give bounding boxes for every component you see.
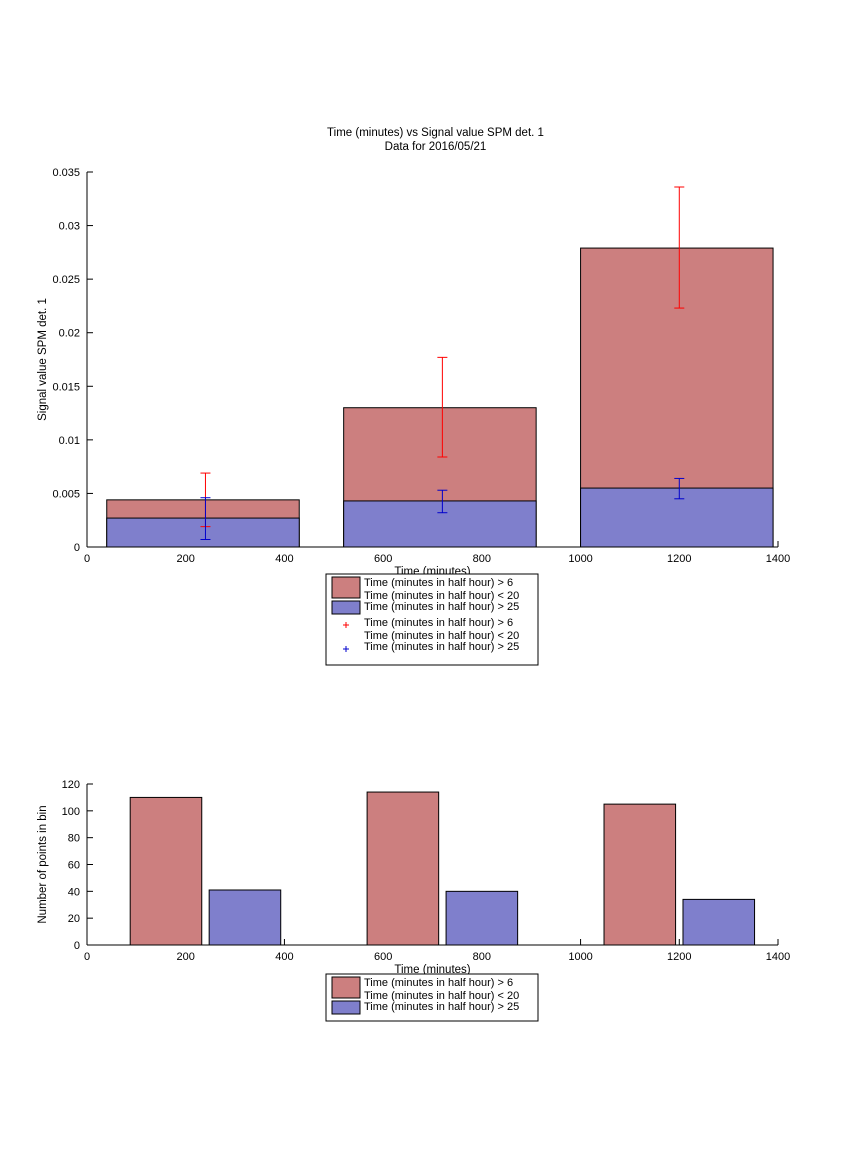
x-tick-label: 0 [84, 553, 90, 565]
errorbar-red [674, 186, 685, 309]
errorbar-blue [200, 497, 211, 540]
bar-blue [208, 889, 282, 946]
errorbar-red [437, 356, 448, 458]
x-tick-label: 600 [374, 553, 392, 565]
y-tick-label: 0 [74, 940, 80, 952]
chart-title: Time (minutes) vs Signal value SPM det. … [327, 127, 544, 139]
y-tick-label: 0.015 [52, 381, 80, 393]
legend-label: Time (minutes in half hour) > 6 [364, 577, 513, 589]
x-tick-label: 0 [84, 951, 90, 963]
y-tick-label: 0.03 [59, 221, 80, 233]
legend-label: Time (minutes in half hour) > 25 [364, 1001, 519, 1013]
bar-blue [343, 500, 537, 548]
y-tick-label: 0.01 [59, 435, 80, 447]
y-tick-label: 40 [68, 886, 80, 898]
y-tick-label: 0.005 [52, 488, 80, 500]
legend-swatch-red [331, 576, 361, 599]
bar-red [603, 803, 677, 946]
legend-label: Time (minutes in half hour) > 25 [364, 601, 519, 613]
x-tick-label: 1400 [766, 951, 790, 963]
x-tick-label: 200 [177, 951, 195, 963]
legend-label: Time (minutes in half hour) < 20 [364, 590, 519, 602]
legend-label: Time (minutes in half hour) > 6 [364, 617, 513, 629]
legend-label: Time (minutes in half hour) < 20 [364, 990, 519, 1002]
x-tick-label: 800 [473, 951, 491, 963]
legend-box [325, 573, 539, 666]
legend-swatch-blue [331, 600, 361, 615]
x-tick-label: 200 [177, 553, 195, 565]
x-tick-label: 600 [374, 951, 392, 963]
y-tick-label: 0.02 [59, 328, 80, 340]
bar-red [129, 796, 203, 946]
y-axis-label: Signal value SPM det. 1 [37, 298, 49, 421]
x-axis-label: Time (minutes) [394, 964, 470, 976]
legend-swatch-red [331, 976, 361, 999]
y-tick-label: 20 [68, 913, 80, 925]
y-tick-label: 0 [74, 542, 80, 554]
legend-label: Time (minutes in half hour) > 6 [364, 977, 513, 989]
legend-swatch-blue [331, 1000, 361, 1015]
y-tick-label: 0.035 [52, 167, 80, 179]
chart-subtitle: Data for 2016/05/21 [385, 141, 487, 153]
y-axis-label: Number of points in bin [37, 805, 49, 923]
bar-red [366, 791, 440, 946]
x-tick-label: 1000 [568, 553, 592, 565]
x-tick-label: 400 [275, 951, 293, 963]
bar-blue [445, 890, 519, 946]
bar-blue [106, 517, 300, 548]
x-tick-label: 1200 [667, 951, 691, 963]
bar-blue [580, 487, 774, 548]
errorbar-blue [437, 489, 448, 514]
y-tick-label: 80 [68, 833, 80, 845]
bar-blue [682, 898, 756, 946]
x-tick-label: 1200 [667, 553, 691, 565]
y-tick-label: 60 [68, 860, 80, 872]
errorbar-blue [674, 477, 685, 500]
x-tick-label: 1000 [568, 951, 592, 963]
legend-label: Time (minutes in half hour) < 20 [364, 630, 519, 642]
y-tick-label: 100 [62, 806, 80, 818]
legend-box [325, 973, 539, 1022]
y-tick-label: 0.025 [52, 274, 80, 286]
x-tick-label: 800 [473, 553, 491, 565]
legend-label: Time (minutes in half hour) > 25 [364, 641, 519, 653]
y-tick-label: 120 [62, 779, 80, 791]
x-tick-label: 400 [275, 553, 293, 565]
x-tick-label: 1400 [766, 553, 790, 565]
